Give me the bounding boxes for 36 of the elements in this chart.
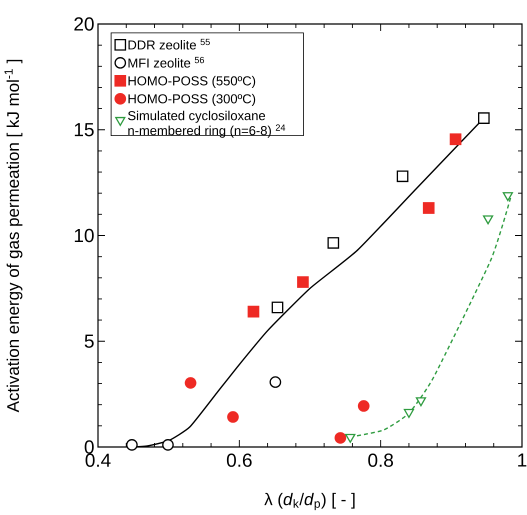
x-tick-label: 0.8 bbox=[368, 454, 393, 467]
point bbox=[297, 276, 309, 288]
x-tick-label: 0.4 bbox=[86, 454, 111, 467]
point bbox=[270, 376, 282, 388]
legend-label: Simulated cyclosiloxane n-membered ring (n=6-8) $^{24}$ bbox=[128, 110, 286, 138]
point bbox=[396, 170, 408, 182]
point bbox=[126, 439, 138, 451]
point bbox=[227, 411, 239, 423]
x-tick-label: 0.6 bbox=[226, 454, 252, 467]
point bbox=[358, 400, 370, 412]
legend-label: HOMO-POSS (300ºC) bbox=[128, 94, 256, 106]
point bbox=[482, 215, 494, 224]
x-axis-title: λ (d$_{k}$/d$_{p}$) [ - ] bbox=[264, 492, 355, 510]
y-tick-label: 20 bbox=[74, 17, 94, 31]
point bbox=[416, 397, 426, 406]
y-tick-label: 10 bbox=[74, 228, 94, 242]
point bbox=[450, 133, 462, 146]
point bbox=[478, 112, 490, 124]
point bbox=[327, 237, 340, 249]
legend-label: MFI zeolite $^{56}$ bbox=[128, 56, 204, 68]
legend-label: HOMO-POSS (550ºC) bbox=[128, 76, 256, 88]
x-tick-label: 1 bbox=[518, 454, 526, 467]
point bbox=[248, 306, 260, 318]
legend-label: DDR zeolite $^{55}$ bbox=[128, 38, 210, 50]
point bbox=[345, 434, 356, 443]
point bbox=[404, 408, 414, 418]
point bbox=[272, 302, 284, 314]
point bbox=[502, 192, 513, 202]
y-tick-label: 0 bbox=[84, 440, 94, 454]
y-tick-label: 5 bbox=[84, 334, 94, 348]
point bbox=[162, 439, 174, 451]
y-axis-title: Activation energy of gas permeation [ kJ mol$^{-1}$ ] bbox=[4, 60, 22, 412]
point bbox=[184, 377, 196, 389]
point bbox=[334, 432, 346, 444]
point bbox=[422, 202, 435, 214]
y-tick-label: 15 bbox=[74, 123, 94, 136]
